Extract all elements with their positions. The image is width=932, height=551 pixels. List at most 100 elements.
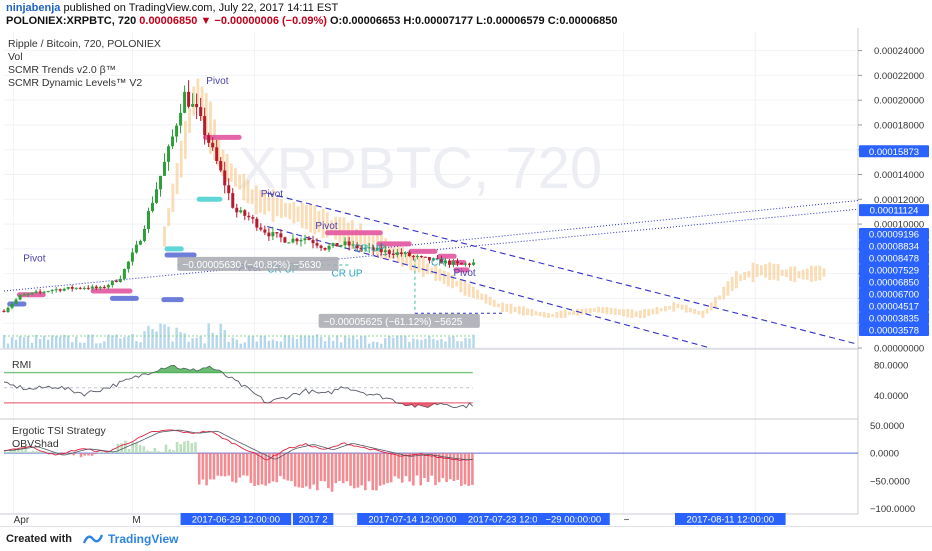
volume-bar — [452, 336, 454, 348]
volume-bar — [424, 339, 426, 348]
obv-bar — [405, 453, 408, 476]
candle-down — [275, 232, 278, 233]
projection-candle — [297, 206, 300, 222]
obv-bar — [246, 453, 249, 476]
projection-candle — [685, 305, 688, 313]
candle-down — [420, 256, 423, 257]
volume-bar — [19, 336, 21, 348]
projection-candle — [793, 266, 796, 282]
volume-bar — [203, 343, 205, 348]
candle-up — [47, 291, 50, 292]
candle-down — [295, 239, 298, 242]
candle-up — [31, 293, 34, 294]
candle-up — [396, 252, 399, 255]
obv-bar — [242, 453, 245, 475]
obv-bar — [191, 443, 194, 453]
volume-bar — [224, 330, 226, 348]
measure-label: −0.00005630 (−40.82%) −5630 — [182, 260, 321, 271]
candle-up — [43, 292, 46, 293]
candle-down — [243, 210, 246, 216]
obv-bar — [305, 453, 308, 486]
chart-header: ninjabenja published on TradingView.com,… — [0, 0, 932, 28]
candle-up — [472, 262, 475, 264]
projection-candle — [635, 311, 638, 317]
price-level-text: 0.00006700 — [869, 290, 919, 301]
volume-bar — [420, 340, 422, 348]
obv-bar — [72, 453, 75, 455]
projection-candle — [777, 264, 780, 281]
projection-candle — [468, 283, 471, 296]
obv-bar — [283, 453, 286, 479]
candle-down — [215, 147, 218, 161]
projection-candle — [647, 309, 650, 316]
annotation-pivot: Pivot — [206, 76, 228, 87]
volume-bar — [456, 341, 458, 348]
projection-candle — [806, 269, 809, 280]
volume-bar — [67, 335, 69, 348]
dynamic-level-bar — [161, 297, 183, 302]
footer: Created with TradingView — [0, 526, 932, 551]
author-name[interactable]: ninjabenja — [6, 2, 60, 14]
candle-down — [392, 254, 395, 255]
obv-bar — [467, 453, 470, 486]
obv-bar — [253, 453, 256, 486]
time-axis-tick: M — [132, 515, 140, 526]
candle-down — [195, 104, 198, 107]
projection-candle — [718, 295, 721, 299]
tradingview-logo-icon[interactable] — [82, 532, 104, 546]
obv-bar — [128, 449, 131, 453]
candle-down — [39, 291, 42, 292]
volume-bar — [27, 336, 29, 348]
projection-candle — [497, 304, 500, 308]
projection-candle — [301, 203, 304, 228]
projection-candle — [731, 277, 734, 291]
projection-candle — [338, 217, 341, 242]
volume-bar — [11, 337, 13, 348]
obv-bar — [423, 453, 426, 478]
tradingview-brand[interactable]: TradingView — [108, 532, 178, 546]
volume-bar — [344, 336, 346, 348]
obv-bar — [216, 453, 219, 475]
projection-candle — [656, 307, 659, 314]
volume-bar — [416, 339, 418, 348]
volume-bar — [211, 333, 213, 348]
volume-bar — [232, 338, 234, 348]
volume-bar — [119, 338, 121, 348]
obv-bar — [419, 453, 422, 485]
publish-text: published on TradingView.com, July 22, 2… — [63, 2, 338, 14]
obv-bar — [331, 453, 334, 491]
candle-up — [151, 203, 154, 211]
obv-bar — [312, 453, 315, 484]
volume-bar — [175, 328, 177, 348]
projection-candle — [288, 203, 291, 219]
projection-candle — [276, 198, 279, 216]
projection-candle — [710, 303, 713, 311]
candle-down — [267, 233, 270, 237]
price-level-text: 0.00008834 — [869, 242, 919, 253]
obv-bar — [342, 453, 345, 483]
obv-bar — [401, 453, 404, 482]
candle-down — [59, 289, 62, 290]
candle-down — [468, 264, 471, 265]
candle-down — [400, 252, 403, 254]
volume-bar — [236, 340, 238, 348]
candle-up — [55, 289, 58, 290]
candle-up — [91, 287, 94, 289]
volume-bar — [368, 344, 370, 348]
candle-down — [199, 107, 202, 116]
volume-bar — [252, 336, 254, 348]
candle-down — [336, 243, 339, 246]
candle-down — [348, 241, 351, 245]
candle-up — [23, 295, 26, 296]
candle-up — [287, 242, 290, 243]
volume-bar — [256, 342, 258, 348]
volume-bar — [432, 339, 434, 348]
volume-bar — [79, 342, 81, 348]
obv-bar — [80, 453, 83, 457]
symbol-name[interactable]: POLONIEX:XRPBTC, 720 — [6, 15, 136, 27]
candle-down — [424, 257, 427, 258]
projection-candle — [676, 304, 679, 308]
price-axis-tick: 0.00000000 — [874, 344, 924, 355]
candle-up — [143, 229, 146, 241]
